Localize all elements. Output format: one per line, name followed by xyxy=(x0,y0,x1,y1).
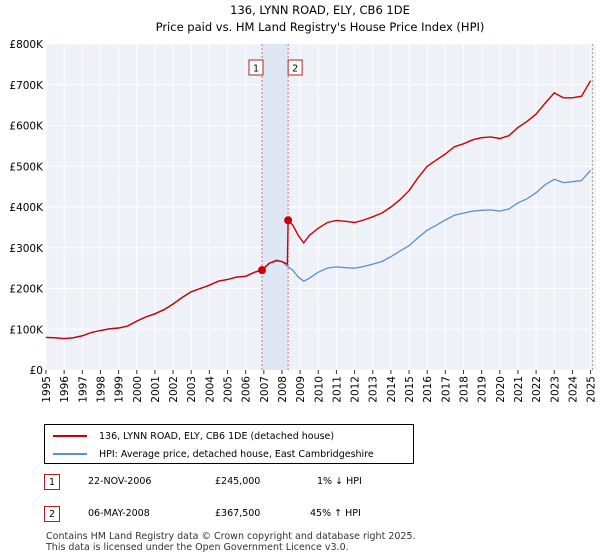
x-tick-label: 2006 xyxy=(241,376,253,403)
transaction-date: 22-NOV-2006 xyxy=(88,476,152,487)
legend-item-property: 136, LYNN ROAD, ELY, CB6 1DE (detached h… xyxy=(53,428,334,444)
sale-label-box xyxy=(287,59,303,76)
footer: Contains HM Land Registry data © Crown c… xyxy=(46,531,416,553)
price-chart: 136, LYNN ROAD, ELY, CB6 1DE Price paid … xyxy=(9,3,598,403)
transaction-date: 06-MAY-2008 xyxy=(88,508,150,519)
x-tick-label: 2010 xyxy=(313,376,325,403)
x-tick-label: 2005 xyxy=(223,376,235,403)
x-tick-label: 2021 xyxy=(513,376,525,403)
x-tick-label: 1996 xyxy=(59,376,71,403)
x-tick-label: 2013 xyxy=(368,376,380,403)
sale-label-badge: 1 xyxy=(248,59,264,76)
sale-label-box xyxy=(248,59,264,76)
footer-licence: This data is licensed under the Open Gov… xyxy=(46,542,349,553)
legend-label-hpi: HPI: Average price, detached house, East… xyxy=(99,448,374,460)
y-tick-label: £700K xyxy=(9,80,44,92)
x-tick-label: 1999 xyxy=(114,376,126,403)
chart-title: 136, LYNN ROAD, ELY, CB6 1DE xyxy=(230,3,410,17)
x-tick-label: 2018 xyxy=(458,376,470,403)
legend-swatch-hpi xyxy=(53,453,87,455)
x-tick-label: 2003 xyxy=(186,376,198,403)
x-tick-label: 2001 xyxy=(150,376,162,403)
y-tick-label: £200K xyxy=(9,284,44,296)
x-tick-label: 2024 xyxy=(567,376,579,403)
sale-period-band xyxy=(262,44,289,370)
y-tick-label: £300K xyxy=(9,243,44,255)
series-line-property xyxy=(45,80,592,340)
transaction-price: £367,500 xyxy=(215,508,261,519)
x-tick-label: 1998 xyxy=(95,376,107,403)
x-tick-label: 2023 xyxy=(549,376,561,403)
x-tick-label: 2015 xyxy=(404,376,416,403)
sale-point xyxy=(284,216,293,225)
x-tick-label: 2014 xyxy=(386,376,398,403)
x-tick-label: 2004 xyxy=(204,376,216,403)
sale-point xyxy=(258,266,267,275)
y-axis: £0 £100K £200K £300K £400K £500K £600K £700K £80… xyxy=(9,39,44,377)
legend: 136, LYNN ROAD, ELY, CB6 1DE (detached h… xyxy=(44,424,414,464)
legend-item-hpi: HPI: Average price, detached house, East… xyxy=(53,446,374,462)
x-tick-label: 2012 xyxy=(350,376,362,403)
series-line-hpi xyxy=(287,169,592,282)
chart-subtitle: Price paid vs. HM Land Registry's House … xyxy=(156,20,485,34)
x-tick-label: 2011 xyxy=(331,376,343,403)
x-axis: 1995 1996 1997 1998 1999 2000 2001 2002 2003 2004… xyxy=(41,370,598,403)
legend-label-property: 136, LYNN ROAD, ELY, CB6 1DE (detached h… xyxy=(99,430,335,442)
x-tick-label: 2007 xyxy=(259,376,271,403)
x-tick-label: 2000 xyxy=(132,376,144,403)
y-tick-label: £600K xyxy=(9,121,44,133)
x-tick-label: 2020 xyxy=(495,376,507,403)
transaction-hpi: 45% ↑ HPI xyxy=(310,508,361,519)
transaction-price: £245,000 xyxy=(215,476,261,487)
transaction-hpi: 1% ↓ HPI xyxy=(317,476,362,487)
sale-period-shading xyxy=(261,44,593,370)
transaction-badge: 2 xyxy=(44,506,60,522)
x-tick-label: 2009 xyxy=(295,376,307,403)
sale-label-badge: 2 xyxy=(287,59,303,76)
x-tick-label: 1997 xyxy=(77,376,89,403)
x-tick-label: 2017 xyxy=(440,376,452,403)
transaction-badge: 1 xyxy=(44,474,60,490)
y-tick-label: £400K xyxy=(9,202,44,214)
y-tick-label: £100K xyxy=(9,324,44,336)
sale-label-text: 2 xyxy=(292,64,298,75)
footer-copyright: Contains HM Land Registry data © Crown c… xyxy=(46,531,416,542)
legend-swatch-property xyxy=(53,435,87,437)
x-tick-label: 2025 xyxy=(586,376,598,403)
x-tick-label: 2016 xyxy=(422,376,434,403)
series-lines xyxy=(45,80,592,340)
x-tick-label: 2022 xyxy=(531,376,543,403)
x-tick-label: 2008 xyxy=(277,376,289,403)
x-tick-label: 2019 xyxy=(477,376,489,403)
x-tick-label: 2002 xyxy=(168,376,180,403)
sale-label-text: 1 xyxy=(253,64,259,75)
y-tick-label: £500K xyxy=(9,161,44,173)
x-tick-label: 1995 xyxy=(41,376,53,403)
y-tick-label: £0 xyxy=(30,365,43,377)
y-tick-label: £800K xyxy=(9,39,44,51)
